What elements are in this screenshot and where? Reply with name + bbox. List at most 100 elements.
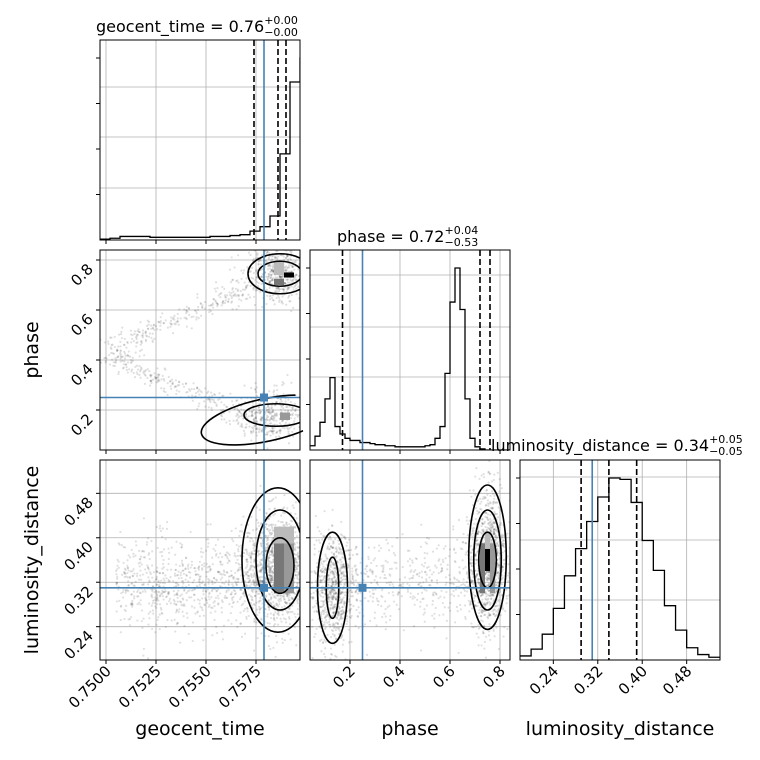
sample-point — [359, 599, 362, 602]
sample-point — [275, 256, 278, 259]
sample-point — [250, 583, 253, 586]
sample-point — [167, 578, 170, 582]
sample-point — [244, 566, 247, 570]
sample-point — [189, 530, 192, 534]
sample-point — [254, 428, 258, 431]
sample-point — [287, 258, 290, 261]
sample-point — [270, 418, 273, 421]
sample-point — [241, 288, 245, 291]
sample-point — [330, 578, 333, 581]
sample-point — [134, 336, 138, 339]
sample-point — [157, 375, 160, 379]
sample-point — [267, 564, 270, 567]
sample-point — [208, 604, 211, 607]
sample-point — [294, 568, 297, 572]
sample-point — [283, 281, 287, 285]
sample-point — [208, 308, 211, 311]
sample-point — [275, 604, 279, 607]
sample-point — [231, 279, 234, 282]
sample-point — [267, 556, 271, 559]
sample-point — [268, 574, 271, 577]
sample-point — [471, 561, 474, 565]
sample-point — [250, 552, 253, 555]
sample-point — [157, 599, 160, 602]
sample-point — [278, 275, 281, 278]
sample-point — [191, 639, 194, 643]
sample-point — [270, 499, 274, 502]
sample-point — [196, 390, 200, 393]
sample-point — [517, 588, 519, 590]
sample-point — [372, 559, 375, 562]
sample-point — [162, 322, 166, 325]
sample-point — [251, 426, 254, 429]
sample-point — [202, 588, 205, 591]
sample-point — [221, 576, 224, 579]
sample-point — [150, 379, 153, 382]
sample-point — [252, 547, 255, 550]
sample-point — [162, 548, 166, 551]
sample-point — [117, 661, 119, 663]
sample-point — [271, 418, 275, 421]
sample-point — [216, 538, 220, 541]
sample-point — [167, 547, 170, 550]
sample-point — [286, 594, 289, 598]
sample-point — [272, 646, 275, 649]
sample-point — [275, 594, 278, 597]
sample-point — [258, 427, 261, 430]
sample-point — [295, 560, 298, 564]
sample-point — [174, 385, 177, 388]
sample-point — [260, 566, 264, 570]
sample-point — [488, 589, 491, 593]
density-cell — [280, 412, 290, 420]
sample-point — [500, 487, 503, 490]
sample-point — [273, 508, 276, 511]
sample-point — [497, 572, 500, 575]
sample-point — [123, 575, 126, 579]
sample-point — [172, 590, 175, 593]
sample-point — [492, 521, 495, 524]
sample-point — [267, 275, 270, 278]
sample-point — [266, 277, 269, 280]
sample-point — [162, 321, 165, 325]
sample-point — [267, 263, 271, 266]
sample-point — [310, 392, 312, 394]
sample-point — [369, 619, 372, 622]
sample-point — [319, 595, 323, 598]
sample-point — [334, 547, 337, 550]
sample-point — [462, 583, 465, 586]
sample-point — [275, 616, 279, 620]
sample-point — [272, 601, 275, 604]
sample-point — [296, 598, 299, 601]
sample-point — [197, 305, 200, 309]
sample-point — [290, 381, 293, 384]
sample-point — [307, 618, 309, 620]
sample-point — [256, 253, 259, 256]
sample-point — [399, 584, 402, 587]
sample-point — [302, 575, 304, 577]
sample-point — [305, 547, 307, 549]
sample-point — [265, 512, 268, 515]
sample-point — [293, 612, 296, 615]
sample-point — [296, 553, 299, 556]
sample-point — [139, 569, 142, 572]
sample-point — [212, 547, 215, 550]
sample-point — [250, 573, 253, 576]
sample-point — [155, 376, 158, 380]
sample-point — [175, 609, 179, 612]
sample-point — [481, 523, 484, 526]
sample-point — [215, 578, 218, 581]
sample-point — [256, 582, 259, 586]
sample-point — [268, 622, 271, 625]
sample-point — [275, 296, 278, 300]
sample-point — [257, 411, 260, 414]
sample-point — [269, 571, 272, 574]
sample-point — [428, 584, 431, 587]
sample-point — [148, 552, 151, 555]
sample-point — [216, 570, 219, 573]
sample-point — [119, 350, 122, 353]
sample-point — [294, 408, 297, 411]
sample-point — [494, 513, 497, 516]
sample-point — [502, 558, 505, 562]
sample-point — [286, 287, 289, 290]
sample-point — [146, 564, 149, 567]
